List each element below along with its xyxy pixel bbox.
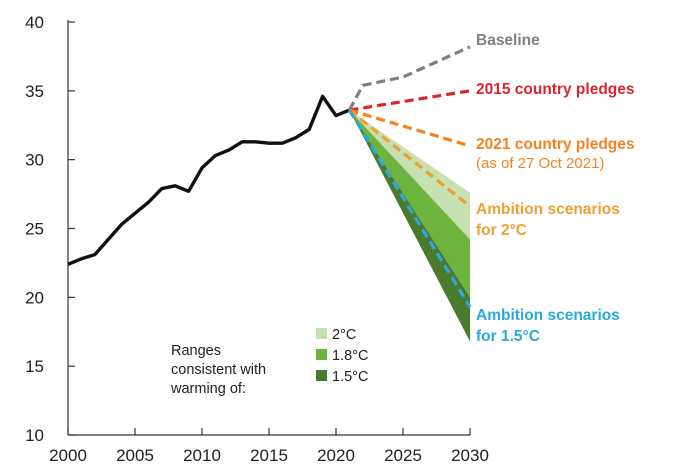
projection-line-ambition_1_5c: [348, 109, 472, 308]
x-tick-label: 2030: [451, 446, 489, 465]
legend-swatch-1.8°C: [316, 349, 327, 360]
y-tick-label: 40: [25, 13, 44, 32]
legend-title-line: warming of:: [170, 381, 246, 397]
range-wedge-1.5°C: [349, 110, 470, 342]
projection-line-pledges_2021: [348, 108, 471, 148]
legend-swatch-2°C: [316, 328, 327, 339]
annotation-pledges_2021: 2021 country pledges: [476, 136, 635, 153]
y-tick-label: 20: [25, 288, 44, 307]
y-tick-label: 30: [25, 151, 44, 170]
projection-line-baseline: [347, 45, 471, 111]
y-tick-label: 35: [25, 82, 44, 101]
projection-line-ambition_2c: [348, 108, 471, 208]
x-tick-label: 2015: [250, 446, 288, 465]
series-lines: [67, 45, 472, 308]
x-tick-label: 2005: [116, 446, 154, 465]
annotation-baseline: Baseline: [476, 32, 540, 49]
legend-label-2°C: 2°C: [332, 327, 356, 343]
annotation-sub-pledges_2021: (as of 27 Oct 2021): [476, 155, 604, 172]
legend-label-1.8°C: 1.8°C: [332, 348, 368, 364]
legend-title-line: consistent with: [171, 362, 266, 378]
x-tick-label: 2020: [317, 446, 355, 465]
annotation-ambition_2c: Ambition scenarios: [476, 201, 620, 218]
y-tick-label: 10: [25, 426, 44, 445]
legend: Ranges consistent with warming of: 2°C 1.8°C…: [170, 327, 368, 397]
annotation-line2-ambition_2c: for 2°C: [476, 222, 527, 239]
legend-swatch-1.5°C: [316, 370, 327, 381]
projection-line-pledges_2015: [349, 89, 471, 112]
annotation-ambition_1_5c: Ambition scenarios: [476, 307, 620, 324]
x-tick-label: 2010: [183, 446, 221, 465]
legend-title-line: Ranges: [171, 343, 221, 359]
range-wedge-1.8°C: [349, 110, 470, 298]
range-wedge-2°C: [349, 110, 470, 240]
x-tick-label: 2025: [384, 446, 422, 465]
annotation-pledges_2015: 2015 country pledges: [476, 81, 635, 98]
y-tick-label: 15: [25, 357, 44, 376]
legend-label-1.5°C: 1.5°C: [332, 369, 368, 385]
warming-ranges: [349, 110, 470, 342]
x-tick-label: 2000: [49, 446, 87, 465]
series-annotations: Baseline 2015 country pledges 2021 country…: [476, 32, 635, 345]
historical-emissions-line: [67, 94, 351, 266]
annotation-line2-ambition_1_5c: for 1.5°C: [476, 328, 540, 345]
y-tick-label: 25: [25, 220, 44, 239]
